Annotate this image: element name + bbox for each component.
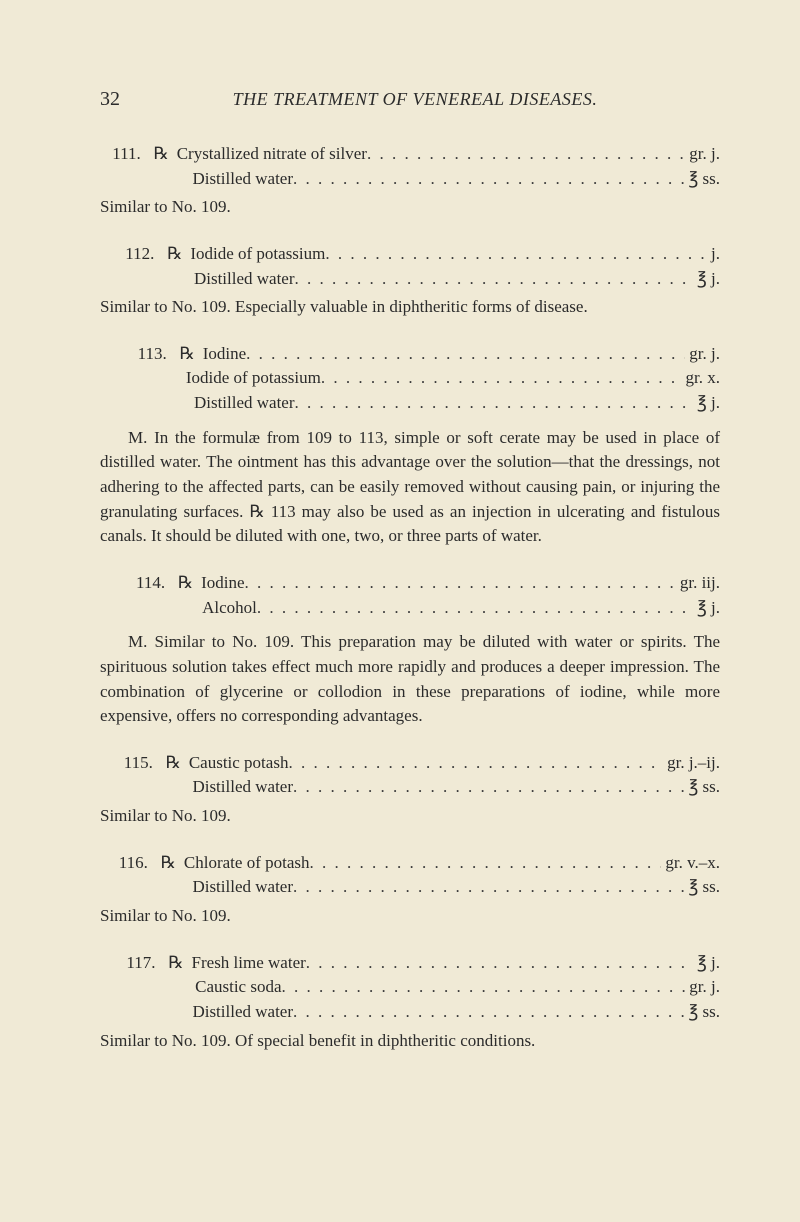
quantity: gr. v.–x. (661, 851, 720, 876)
dot-leader: . . . . . . . . . . . . . . . . . . . . … (310, 851, 662, 876)
formula-lead-blank (100, 366, 186, 391)
dot-leader: . . . . . . . . . . . . . . . . . . . . … (325, 242, 707, 267)
formula-112: 112. ℞ Iodide of potassium . . . . . . .… (100, 242, 720, 291)
formula-row: Distilled water . . . . . . . . . . . . … (100, 775, 720, 800)
ingredient: Distilled water (194, 267, 295, 292)
formula-row: 115. ℞ Caustic potash . . . . . . . . . … (100, 751, 720, 776)
formula-note: Similar to No. 109. (100, 904, 720, 929)
formula-lead: 116. ℞ (100, 851, 184, 876)
formula-row: Alcohol . . . . . . . . . . . . . . . . … (100, 596, 720, 621)
quantity: ℥ ss. (684, 1000, 720, 1025)
formula-lead: 113. ℞ (100, 342, 203, 367)
dot-leader: . . . . . . . . . . . . . . . . . . . . … (295, 391, 693, 416)
ingredient: Crystallized nitrate of silver (177, 142, 367, 167)
quantity: ℥ ss. (684, 167, 720, 192)
ingredient: Distilled water (194, 391, 295, 416)
dot-leader: . . . . . . . . . . . . . . . . . . . . … (288, 751, 663, 776)
quantity: j. (707, 242, 720, 267)
formula-lead-blank (100, 875, 192, 900)
formula-115: 115. ℞ Caustic potash . . . . . . . . . … (100, 751, 720, 800)
dot-leader: . . . . . . . . . . . . . . . . . . . . … (257, 596, 693, 621)
quantity: gr. x. (682, 366, 720, 391)
formula-note: Similar to No. 109. Of special benefit i… (100, 1029, 720, 1054)
formula-117: 117. ℞ Fresh lime water . . . . . . . . … (100, 951, 720, 1025)
formula-lead: 114. ℞ (100, 571, 201, 596)
formula-row: Distilled water . . . . . . . . . . . . … (100, 875, 720, 900)
quantity: ℥ j. (693, 596, 720, 621)
formula-row: Caustic soda . . . . . . . . . . . . . .… (100, 975, 720, 1000)
quantity: gr. j. (685, 342, 720, 367)
dot-leader: . . . . . . . . . . . . . . . . . . . . … (282, 975, 686, 1000)
formula-lead-blank (100, 775, 192, 800)
dot-leader: . . . . . . . . . . . . . . . . . . . . … (295, 267, 693, 292)
ingredient: Iodide of potassium (186, 366, 321, 391)
dot-leader: . . . . . . . . . . . . . . . . . . . . … (321, 366, 682, 391)
quantity: gr. iij. (676, 571, 720, 596)
formula-lead: 112. ℞ (100, 242, 190, 267)
formula-row: 116. ℞ Chlorate of potash . . . . . . . … (100, 851, 720, 876)
formula-lead-blank (100, 267, 194, 292)
ingredient: Caustic soda (195, 975, 281, 1000)
ingredient: Distilled water (192, 875, 293, 900)
dot-leader: . . . . . . . . . . . . . . . . . . . . … (293, 1000, 684, 1025)
formula-114: 114. ℞ Iodine . . . . . . . . . . . . . … (100, 571, 720, 620)
quantity: ℥ ss. (684, 875, 720, 900)
formula-row: Distilled water . . . . . . . . . . . . … (100, 267, 720, 292)
formula-lead: 115. ℞ (100, 751, 189, 776)
quantity: gr. j.–ij. (663, 751, 720, 776)
quantity: ℥ j. (693, 267, 720, 292)
formula-116: 116. ℞ Chlorate of potash . . . . . . . … (100, 851, 720, 900)
ingredient: Iodine (201, 571, 244, 596)
ingredient: Alcohol (202, 596, 257, 621)
formula-row: 113. ℞ Iodine . . . . . . . . . . . . . … (100, 342, 720, 367)
header: 32 THE TREATMENT OF VENEREAL DISEASES. (100, 85, 720, 114)
quantity: ℥ ss. (684, 775, 720, 800)
ingredient: Distilled water (192, 775, 293, 800)
formula-row: 111. ℞ Crystallized nitrate of silver . … (100, 142, 720, 167)
formula-lead: 117. ℞ (100, 951, 192, 976)
page-number: 32 (100, 85, 170, 114)
running-title: THE TREATMENT OF VENEREAL DISEASES. (170, 86, 720, 112)
formula-111: 111. ℞ Crystallized nitrate of silver . … (100, 142, 720, 191)
dot-leader: . . . . . . . . . . . . . . . . . . . . … (293, 775, 684, 800)
formula-row: Distilled water . . . . . . . . . . . . … (100, 167, 720, 192)
formula-row: Distilled water . . . . . . . . . . . . … (100, 391, 720, 416)
formula-note: Similar to No. 109. (100, 195, 720, 220)
formula-note: Similar to No. 109. Especially valuable … (100, 295, 720, 320)
quantity: ℥ j. (693, 951, 720, 976)
formula-lead-blank (100, 391, 194, 416)
ingredient: Distilled water (192, 167, 293, 192)
formula-row: 114. ℞ Iodine . . . . . . . . . . . . . … (100, 571, 720, 596)
dot-leader: . . . . . . . . . . . . . . . . . . . . … (245, 571, 676, 596)
formula-lead-blank (100, 596, 202, 621)
ingredient: Fresh lime water (192, 951, 306, 976)
formula-lead: 111. ℞ (100, 142, 177, 167)
dot-leader: . . . . . . . . . . . . . . . . . . . . … (306, 951, 693, 976)
formula-row: Iodide of potassium . . . . . . . . . . … (100, 366, 720, 391)
formula-row: 112. ℞ Iodide of potassium . . . . . . .… (100, 242, 720, 267)
formula-lead-blank (100, 1000, 192, 1025)
quantity: gr. j. (685, 975, 720, 1000)
ingredient: Chlorate of potash (184, 851, 310, 876)
formula-113: 113. ℞ Iodine . . . . . . . . . . . . . … (100, 342, 720, 416)
dot-leader: . . . . . . . . . . . . . . . . . . . . … (293, 875, 684, 900)
quantity: gr. j. (685, 142, 720, 167)
formula-row: Distilled water . . . . . . . . . . . . … (100, 1000, 720, 1025)
ingredient: Distilled water (192, 1000, 293, 1025)
formula-lead-blank (100, 975, 195, 1000)
paragraph-m1: M. In the formulæ from 109 to 113, simpl… (100, 426, 720, 549)
dot-leader: . . . . . . . . . . . . . . . . . . . . … (246, 342, 685, 367)
formula-row: 117. ℞ Fresh lime water . . . . . . . . … (100, 951, 720, 976)
page: 32 THE TREATMENT OF VENEREAL DISEASES. 1… (0, 0, 800, 1222)
dot-leader: . . . . . . . . . . . . . . . . . . . . … (367, 142, 685, 167)
dot-leader: . . . . . . . . . . . . . . . . . . . . … (293, 167, 684, 192)
ingredient: Caustic potash (189, 751, 289, 776)
paragraph-m2: M. Similar to No. 109. This preparation … (100, 630, 720, 729)
ingredient: Iodide of potassium (190, 242, 325, 267)
quantity: ℥ j. (693, 391, 720, 416)
formula-lead-blank (100, 167, 192, 192)
formula-note: Similar to No. 109. (100, 804, 720, 829)
ingredient: Iodine (203, 342, 246, 367)
